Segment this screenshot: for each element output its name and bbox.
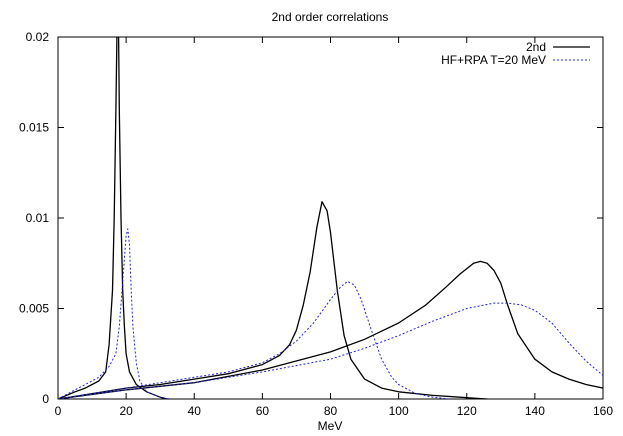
x-tick-label: 40 [188, 404, 202, 418]
legend: 2nd HF+RPA T=20 MeV [441, 40, 590, 67]
x-tick-label: 20 [119, 404, 133, 418]
plot-frame [57, 36, 604, 400]
series-2nd-line-1 [58, 37, 168, 399]
x-tick-label: 100 [389, 404, 409, 418]
y-tick-label: 0.005 [19, 302, 49, 316]
x-tick-label: 80 [324, 404, 338, 418]
series-2nd-line-3 [58, 260, 603, 399]
x-tick-label: 140 [525, 404, 545, 418]
y-tick-label: 0.01 [26, 211, 50, 225]
series-hf-rpa-line-3 [58, 302, 603, 399]
y-tick-label: 0 [42, 392, 49, 406]
y-axis: 0 0.005 0.01 0.015 0.02 [19, 30, 603, 406]
x-tick-label: 160 [593, 404, 613, 418]
chart-title: 2nd order correlations [272, 10, 389, 24]
series-2nd-line-2 [58, 201, 488, 399]
legend-label-2nd: 2nd [526, 40, 546, 54]
x-axis-label: MeV [318, 419, 343, 433]
x-axis: 0 20 40 60 80 100 120 140 160 [55, 37, 613, 418]
series-hf-rpa-line-2 [58, 280, 450, 399]
y-tick-label: 0.02 [26, 30, 50, 44]
legend-label-hf-rpa: HF+RPA T=20 MeV [441, 53, 546, 67]
x-tick-label: 120 [457, 404, 477, 418]
series-layer [58, 37, 603, 399]
series-hf-rpa-line-1 [58, 228, 171, 399]
x-tick-label: 0 [55, 404, 62, 418]
x-tick-label: 60 [256, 404, 270, 418]
y-tick-label: 0.015 [19, 121, 49, 135]
